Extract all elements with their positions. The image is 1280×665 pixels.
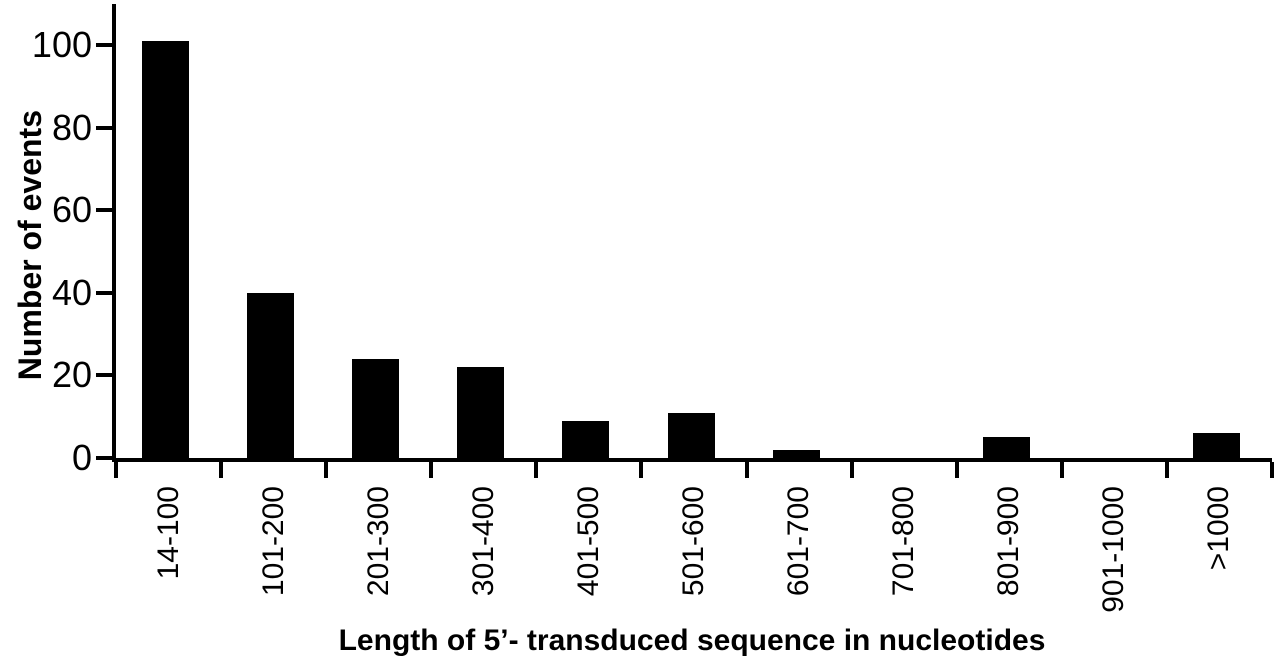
x-tick-label: >1000 (1202, 486, 1236, 571)
bar-301-400 (457, 367, 505, 458)
y-axis-title: Number of events (12, 110, 48, 381)
x-tick-label: 301-400 (466, 486, 500, 597)
x-tick-label: 201-300 (361, 486, 395, 597)
bar-14-100 (142, 41, 190, 458)
y-tick-label: 80 (51, 106, 92, 148)
y-tick (96, 43, 112, 48)
x-tick (114, 462, 118, 478)
y-tick (96, 125, 112, 130)
x-tick (849, 462, 854, 478)
x-tick (954, 462, 959, 478)
x-tick (639, 462, 644, 478)
x-tick (744, 462, 749, 478)
bar-101-200 (247, 293, 295, 458)
bar-201-300 (352, 359, 400, 458)
x-tick-label: 501-600 (677, 486, 710, 597)
y-tick (96, 456, 112, 460)
x-tick (429, 462, 434, 478)
plot-area: 0 20 40 60 80 100 14-100 101-200 201-300 301-400 4… (32, 4, 1274, 613)
x-tick (1164, 462, 1169, 478)
y-tick-label: 40 (51, 271, 92, 313)
x-tick (534, 462, 539, 478)
y-tick (96, 373, 112, 378)
y-tick (96, 290, 112, 295)
bar->1000 (1192, 433, 1240, 458)
x-tick (324, 462, 329, 478)
x-axis-title: Length of 5’- transduced sequence in nuc… (338, 624, 1046, 657)
bar-801-900 (982, 437, 1030, 458)
y-tick-label: 0 (71, 437, 92, 478)
x-tick-label: 901-1000 (1097, 486, 1131, 613)
x-tick-label: 401-500 (571, 486, 605, 597)
x-tick-label: 601-700 (782, 486, 816, 597)
x-tick (219, 462, 224, 478)
x-tick (1059, 462, 1064, 478)
x-tick-label: 701-800 (887, 486, 921, 597)
bar-601-700 (772, 450, 820, 458)
y-tick-label: 100 (31, 24, 92, 66)
y-tick (96, 208, 112, 213)
x-tick-label: 14-100 (151, 486, 185, 580)
x-tick-label: 801-900 (992, 486, 1026, 597)
y-tick-label: 20 (51, 354, 92, 396)
bar-501-600 (667, 413, 715, 458)
x-tick (1270, 462, 1274, 478)
bar-401-500 (562, 421, 610, 458)
y-tick-label: 60 (51, 189, 92, 231)
x-tick-label: 101-200 (256, 486, 290, 597)
